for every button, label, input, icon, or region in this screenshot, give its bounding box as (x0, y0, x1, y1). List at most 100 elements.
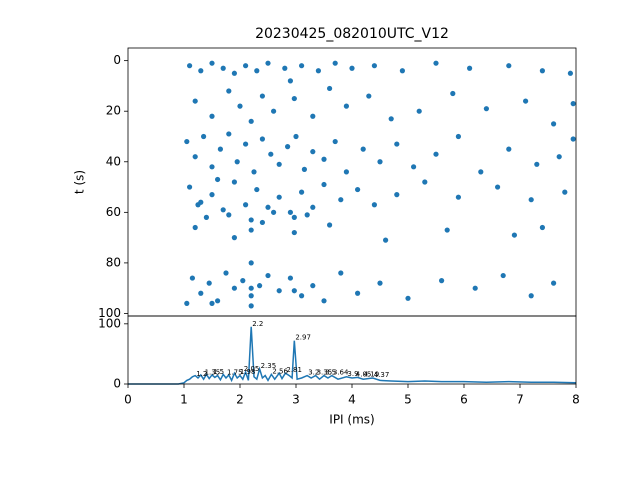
point (192, 224, 198, 231)
point (349, 65, 355, 71)
point (271, 108, 277, 114)
point (299, 189, 305, 195)
point (259, 93, 265, 99)
axes-frame (127, 47, 577, 317)
point (332, 60, 338, 66)
peak-label: 4.37 (374, 371, 390, 379)
peak-label: 4.19 (364, 370, 380, 378)
point (257, 283, 263, 289)
point (209, 60, 215, 66)
point (332, 138, 338, 145)
point (416, 108, 422, 114)
point (237, 103, 243, 109)
point (285, 144, 291, 150)
point (248, 303, 254, 309)
point (243, 63, 249, 69)
x-tick-label: 0 (124, 393, 132, 407)
point (444, 227, 450, 233)
y-tick-label: 60 (106, 205, 121, 219)
point (226, 131, 232, 137)
point (276, 161, 282, 167)
point (301, 166, 307, 172)
y-tick-label: 100 (98, 316, 121, 330)
point (299, 63, 305, 69)
point (321, 298, 327, 304)
point (310, 149, 316, 155)
point (562, 189, 568, 195)
point (394, 192, 400, 198)
peak-label: 1.2 (196, 370, 207, 378)
point (203, 214, 209, 220)
point (259, 136, 265, 142)
point (248, 217, 254, 223)
point (495, 184, 501, 190)
point (254, 186, 260, 193)
point (259, 219, 265, 226)
point (500, 272, 506, 279)
point (293, 133, 299, 140)
peak-label: 2.97 (295, 334, 311, 342)
point (220, 65, 226, 71)
point (506, 63, 512, 69)
point (243, 202, 249, 208)
point (321, 156, 327, 162)
point (209, 164, 215, 170)
point (231, 179, 237, 185)
point (371, 63, 377, 69)
point (304, 212, 310, 218)
point (265, 60, 271, 66)
point (315, 68, 321, 74)
point (276, 194, 282, 200)
point (248, 118, 254, 124)
point (399, 68, 405, 74)
peak-label: 2.35 (261, 362, 277, 370)
point (506, 146, 512, 152)
point (220, 207, 226, 213)
point (251, 169, 257, 175)
point (528, 293, 534, 299)
line (128, 326, 577, 385)
y-tick-label: 0 (113, 377, 121, 391)
x-tick-label: 1 (180, 393, 188, 407)
point (383, 237, 389, 243)
point (287, 209, 293, 215)
point (567, 70, 574, 76)
point (366, 93, 372, 99)
point (439, 278, 445, 284)
peak-label: 3.5 (325, 369, 336, 377)
point (234, 159, 240, 165)
point (231, 70, 237, 76)
point (291, 95, 297, 102)
point (240, 278, 246, 284)
point (511, 232, 517, 238)
point (187, 63, 193, 69)
point (248, 293, 254, 299)
point (360, 146, 366, 152)
y-tick-label: 100 (98, 306, 121, 320)
peak-label: 1.98 (240, 368, 256, 376)
x-tick-label: 8 (572, 393, 580, 407)
point (343, 169, 349, 175)
x-tick-label: 4 (348, 393, 356, 407)
peak-label: 2.56 (272, 367, 288, 375)
point (483, 106, 489, 112)
point (271, 209, 277, 215)
point (195, 202, 201, 208)
point (551, 280, 557, 286)
point (467, 65, 473, 71)
point (411, 164, 417, 170)
point (209, 113, 215, 119)
point (433, 151, 439, 157)
point (539, 68, 546, 74)
point (198, 68, 204, 74)
y-tick-label: 0 (113, 53, 121, 67)
point (377, 159, 383, 165)
point (265, 204, 271, 210)
point (388, 116, 394, 122)
point (534, 161, 540, 167)
peak-label: 1.75 (227, 369, 243, 377)
point (226, 88, 232, 94)
x-tick-label: 3 (292, 393, 300, 407)
peak-label: 2.2 (252, 320, 263, 328)
